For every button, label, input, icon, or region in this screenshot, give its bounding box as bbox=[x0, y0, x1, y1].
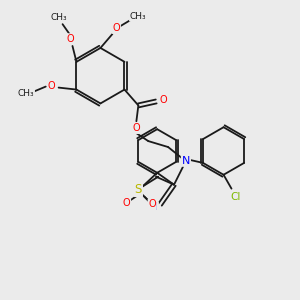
Text: O: O bbox=[112, 23, 120, 33]
Text: CH₃: CH₃ bbox=[18, 89, 34, 98]
Text: O: O bbox=[48, 81, 56, 91]
Text: CH₃: CH₃ bbox=[50, 13, 67, 22]
Text: Cl: Cl bbox=[230, 192, 241, 202]
Text: O: O bbox=[159, 95, 167, 106]
Text: O: O bbox=[123, 197, 130, 208]
Text: N: N bbox=[150, 202, 158, 212]
Text: O: O bbox=[67, 34, 74, 44]
Text: CH₃: CH₃ bbox=[130, 12, 146, 21]
Text: O: O bbox=[148, 200, 156, 209]
Text: S: S bbox=[135, 183, 142, 196]
Text: N: N bbox=[182, 156, 190, 166]
Text: O: O bbox=[133, 123, 140, 133]
